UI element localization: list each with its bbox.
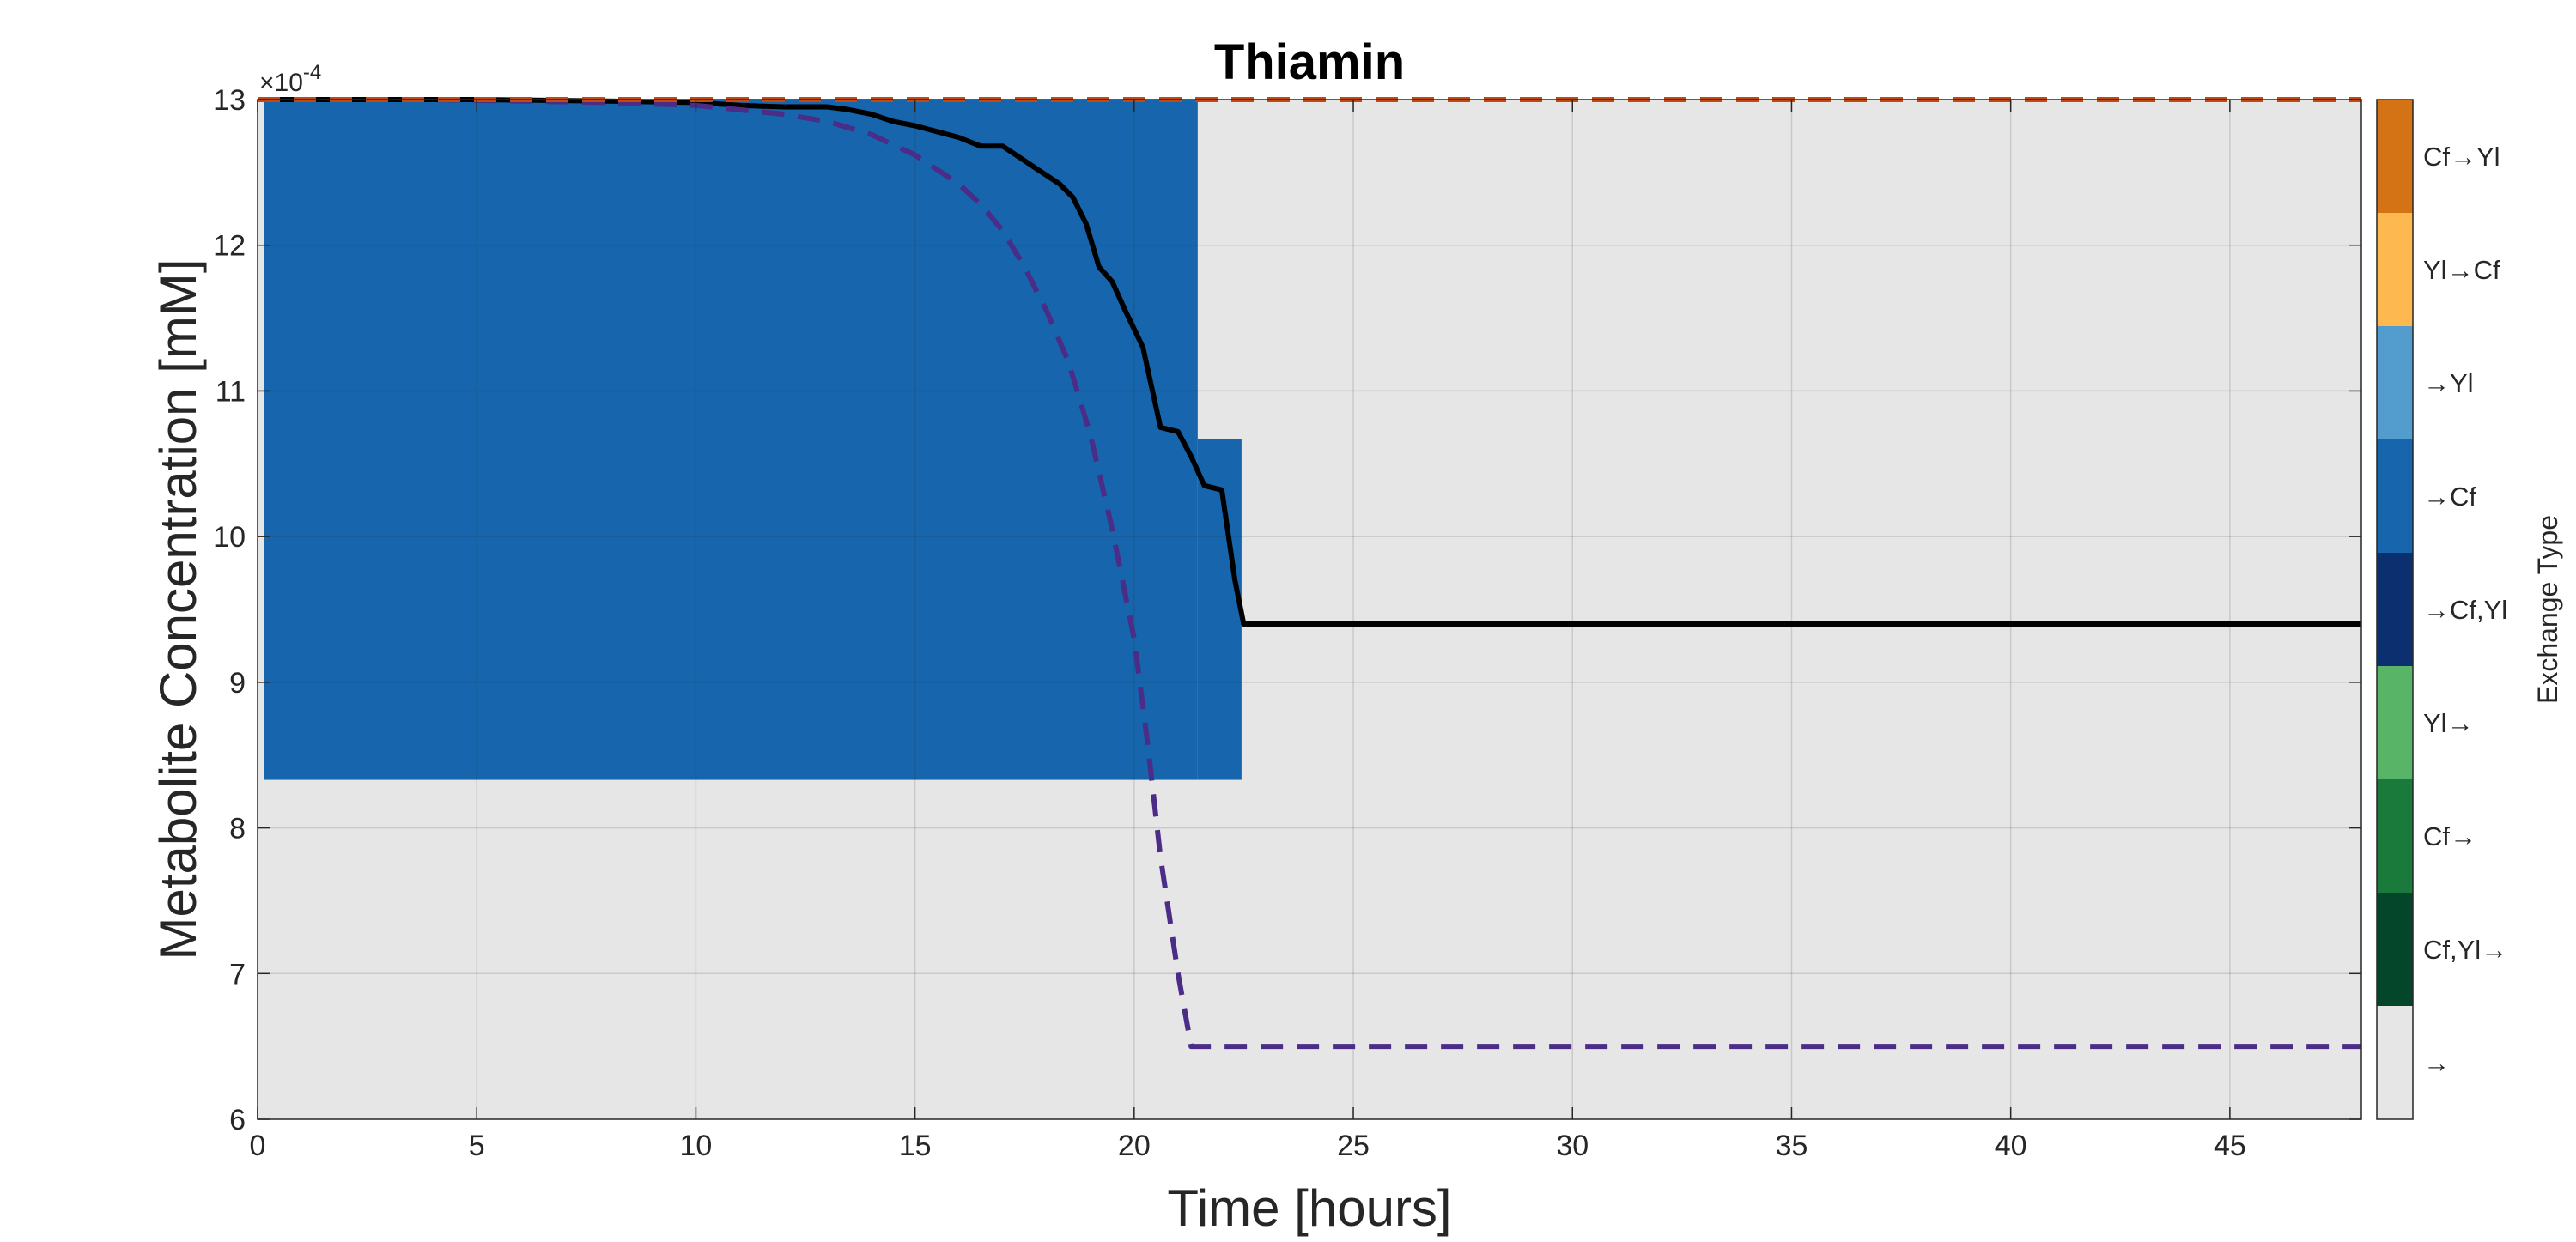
exchange-regions [264, 100, 1242, 780]
x-tick-label-5: 25 [1337, 1130, 1370, 1162]
colorbar-label-3: →Cf [2423, 482, 2476, 512]
x-tick-label-7: 35 [1776, 1130, 1808, 1162]
x-tick-label-4: 20 [1118, 1130, 1151, 1162]
x-tick-label-6: 30 [1556, 1130, 1589, 1162]
y-tick-label-5: 11 [216, 375, 246, 408]
x-tick-label-8: 40 [1995, 1130, 2027, 1162]
x-tick-label-2: 10 [680, 1130, 713, 1162]
x-tick-label-0: 0 [250, 1130, 266, 1162]
colorbar-swatch-8 [2377, 1006, 2413, 1120]
exchange-region-1 [1197, 439, 1242, 780]
colorbar-label-8: → [2423, 1048, 2450, 1078]
y-tick-label-3: 9 [229, 667, 246, 700]
x-tick-label-1: 5 [469, 1130, 485, 1162]
exchange-region-0 [264, 100, 1198, 780]
plot-frame [257, 99, 2362, 1120]
colorbar-frame [2376, 99, 2414, 1120]
colorbar-label-1: Yl→Cf [2423, 255, 2500, 285]
y-tick-label-4: 10 [213, 521, 246, 554]
colorbar-label-2: →Yl [2423, 368, 2474, 398]
colorbar-swatch-2 [2377, 326, 2413, 440]
colorbar-swatch-6 [2377, 779, 2413, 894]
colorbar: Cf→Yl Yl→Cf →Yl →Cf →Cf,Yl Yl→ Cf→ Cf,Yl→ → Excha… [2376, 99, 2563, 1120]
colorbar-swatch-0 [2377, 100, 2413, 214]
y-tick-label-1: 7 [229, 958, 246, 991]
y-tick-label-7: 13 [213, 84, 246, 117]
colorbar-label-7: Cf,Yl→ [2423, 935, 2507, 965]
grid-lines [258, 100, 2361, 1119]
y-tick-label-6: 12 [213, 230, 246, 263]
colorbar-label-0: Cf→Yl [2423, 142, 2500, 172]
x-axis-label: Time [hours] [1167, 1179, 1451, 1237]
colorbar-swatch-3 [2377, 439, 2413, 554]
colorbar-swatch-4 [2377, 553, 2413, 667]
y-axis-label: Metabolite Concentration [mM] [149, 258, 207, 960]
axis-ticks: 0 5 10 15 20 25 30 35 40 45 6 7 8 9 10 11 12 13 [213, 84, 2361, 1162]
series-line-0 [258, 97, 2361, 627]
series-line-1 [258, 97, 2361, 1050]
colorbar-swatch-5 [2377, 666, 2413, 780]
colorbar-label-5: Yl→ [2423, 708, 2474, 738]
y-exponent-label: ×10-4 [259, 61, 321, 97]
colorbar-label-6: Cf→ [2423, 821, 2476, 851]
colorbar-label-4: →Cf,Yl [2423, 595, 2507, 625]
x-tick-label-3: 15 [899, 1130, 932, 1162]
colorbar-swatch-7 [2377, 893, 2413, 1007]
y-tick-label-0: 6 [229, 1104, 246, 1136]
chart-title: Thiamin [1214, 34, 1405, 90]
colorbar-swatch-1 [2377, 213, 2413, 327]
colorbar-title: Exchange Type [2532, 515, 2563, 704]
y-tick-label-2: 8 [229, 813, 246, 845]
x-tick-label-9: 45 [2214, 1130, 2246, 1162]
